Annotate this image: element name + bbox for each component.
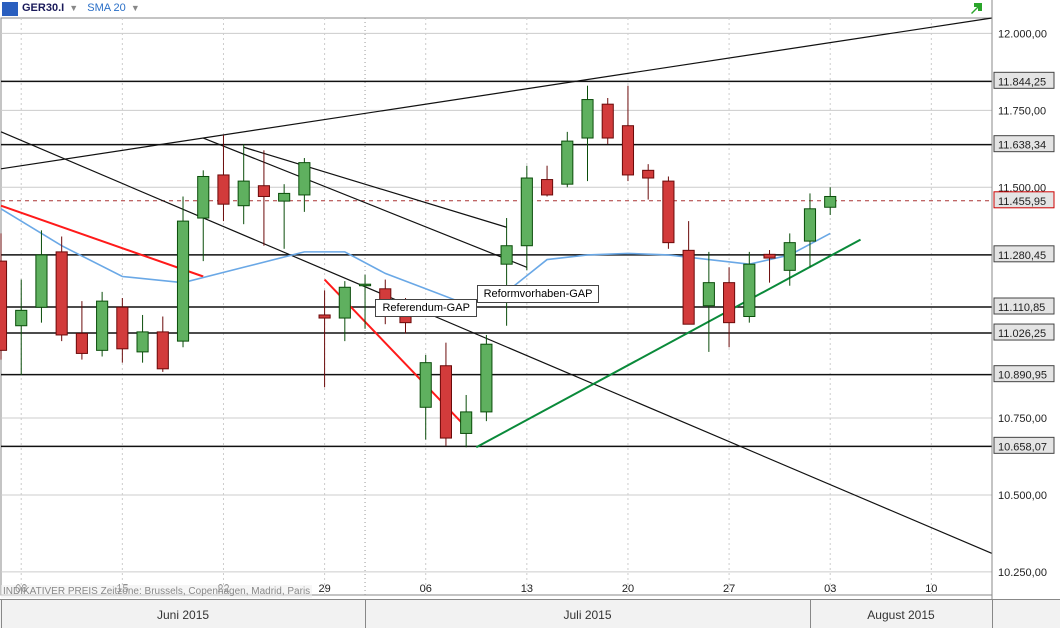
chart-header: GER30.I ▼ SMA 20 ▼ [4,2,140,14]
svg-text:11.026,25: 11.026,25 [998,328,1046,340]
svg-text:11.110,85: 11.110,85 [998,302,1045,314]
svg-text:11.280,45: 11.280,45 [998,250,1046,262]
indicator-label[interactable]: SMA 20 [87,2,126,14]
svg-text:10.890,95: 10.890,95 [998,370,1047,382]
month-label: August 2015 [867,608,934,622]
svg-text:10: 10 [925,583,937,595]
svg-text:06: 06 [420,583,432,595]
price-chart[interactable]: 0815222906132027031012.000,0011.750,0011… [0,0,1060,628]
svg-text:20: 20 [622,583,634,595]
symbol-label[interactable]: GER30.I [22,2,64,14]
svg-text:10.750,00: 10.750,00 [998,413,1047,425]
svg-text:11.455,95: 11.455,95 [998,196,1046,208]
x-axis-month-bar: Juni 2015 Juli 2015 August 2015 [0,599,1060,628]
callout-label: Reformvorhaben-GAP [477,285,600,303]
svg-text:27: 27 [723,583,735,595]
svg-text:03: 03 [824,583,836,595]
timezone-footer: INDIKATIVER PREIS Zeitzone: Brussels, Co… [1,585,312,598]
chart-container: GER30.I ▼ SMA 20 ▼ 081522290613202703101… [0,0,1060,628]
callout-label: Referendum-GAP [375,299,476,317]
svg-text:10.250,00: 10.250,00 [998,567,1047,579]
svg-text:11.638,34: 11.638,34 [998,140,1046,152]
indicator-dropdown-icon[interactable]: ▼ [131,3,140,13]
month-label: Juni 2015 [157,608,209,622]
svg-text:10.658,07: 10.658,07 [998,441,1047,453]
svg-text:11.844,25: 11.844,25 [998,76,1046,88]
svg-text:11.750,00: 11.750,00 [998,105,1046,117]
svg-text:10.500,00: 10.500,00 [998,490,1047,502]
svg-text:12.000,00: 12.000,00 [998,28,1047,40]
svg-text:29: 29 [318,583,330,595]
month-label: Juli 2015 [563,608,611,622]
symbol-dropdown-icon[interactable]: ▼ [69,3,78,13]
svg-text:13: 13 [521,583,533,595]
